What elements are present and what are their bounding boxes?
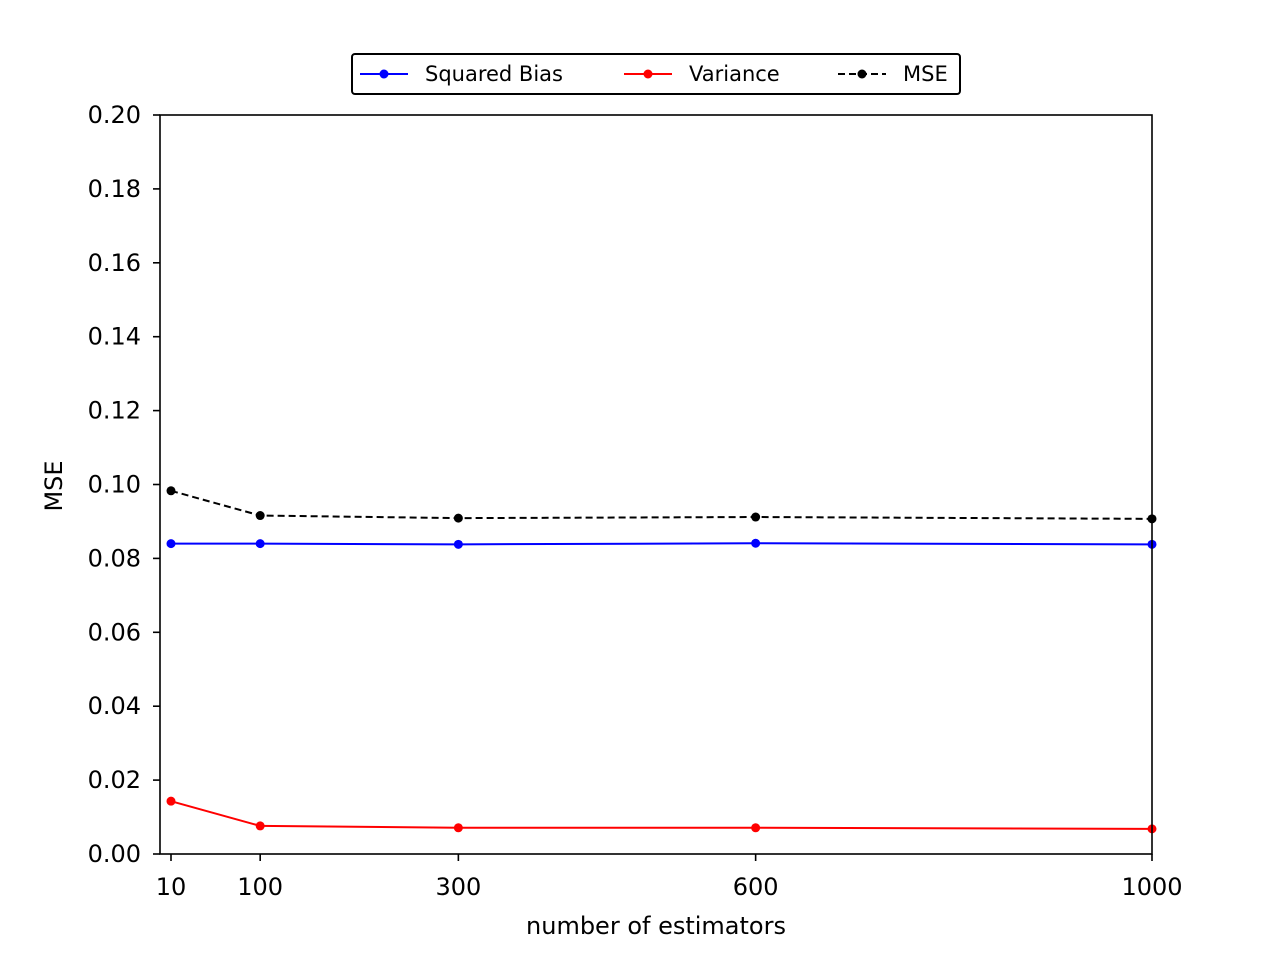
x-tick-label: 100: [237, 873, 283, 901]
y-tick-label: 0.10: [88, 471, 141, 499]
y-tick-label: 0.14: [88, 323, 141, 351]
legend-marker-mse: [857, 69, 867, 79]
legend-entry-variance: Variance: [624, 62, 780, 86]
legend-label-mse: MSE: [903, 62, 948, 86]
data-point-variance: [453, 823, 463, 833]
x-axis-label: number of estimators: [526, 912, 786, 940]
y-tick-label: 0.06: [88, 618, 141, 646]
series-line-squared-bias: [171, 542, 1153, 546]
y-tick-label: 0.16: [88, 249, 141, 277]
data-point-variance: [166, 796, 176, 806]
legend-marker-squared-bias: [379, 69, 389, 79]
axes-layer: 0.00 0.02 0.04 0.06 0.08 0.10 0.12 0.14 0.16 0.18…: [88, 101, 1183, 901]
y-tick-label: 0.02: [88, 766, 141, 794]
data-point-mse: [453, 513, 463, 523]
data-point-squared-bias: [166, 539, 176, 549]
legend: Squared Bias Variance MSE: [351, 53, 961, 95]
y-tick-label: 0.18: [88, 175, 141, 203]
x-tick-label: 1000: [1121, 873, 1182, 901]
legend-label-squared-bias: Squared Bias: [425, 62, 563, 86]
data-point-squared-bias: [453, 539, 463, 549]
legend-entry-squared-bias: Squared Bias: [360, 62, 563, 86]
x-tick-label: 10: [156, 873, 187, 901]
data-point-mse: [255, 511, 265, 521]
series-squared-bias: [166, 538, 1157, 549]
data-point-squared-bias: [751, 538, 761, 548]
x-tick-label: 300: [435, 873, 481, 901]
x-tick-label: 600: [733, 873, 779, 901]
y-tick-label: 0.04: [88, 692, 141, 720]
y-tick-label: 0.12: [88, 397, 141, 425]
data-point-variance: [751, 823, 761, 833]
series-layer: [166, 486, 1157, 834]
data-point-mse: [751, 512, 761, 522]
legend-entry-mse: MSE: [838, 62, 948, 86]
data-point-mse: [166, 486, 176, 496]
series-mse: [166, 486, 1157, 524]
series-variance: [166, 796, 1157, 834]
legend-label-variance: Variance: [689, 62, 780, 86]
data-point-variance: [255, 821, 265, 831]
y-axis-label: MSE: [40, 460, 68, 511]
y-tick-label: 0.20: [88, 101, 141, 129]
y-tick-label: 0.08: [88, 544, 141, 572]
y-tick-label: 0.00: [88, 840, 141, 868]
data-point-squared-bias: [255, 539, 265, 549]
legend-marker-variance: [643, 69, 653, 79]
